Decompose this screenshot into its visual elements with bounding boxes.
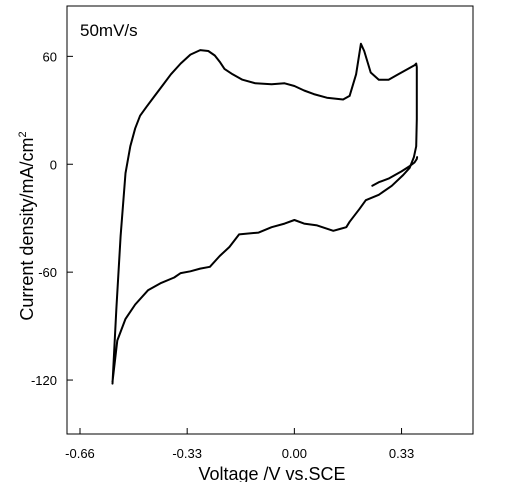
x-tick-label: -0.33	[172, 446, 202, 461]
x-tick-label: 0.00	[282, 446, 307, 461]
series-layer	[111, 42, 419, 385]
x-tick-label: 0.33	[389, 446, 414, 461]
x-tick-label: -0.66	[65, 446, 95, 461]
svg-text:Current density/mA/cm2: Current density/mA/cm2	[17, 131, 37, 320]
y-tick-label: 60	[43, 49, 57, 64]
y-axis-label-main: Current density/mA/cm	[17, 138, 37, 321]
annotation-scan-rate: 50mV/s	[80, 21, 138, 40]
y-axis-label-superscript: 2	[17, 131, 29, 137]
y-tick-label: 0	[50, 157, 57, 172]
x-axis-label: Voltage /V vs.SCE	[198, 464, 345, 482]
series-line-1	[111, 42, 418, 385]
y-tick-label: -60	[38, 265, 57, 280]
plot-frame	[66, 5, 474, 435]
ticks-layer: -0.66 -0.33 0.00 0.33 60 0 -60 -120	[31, 49, 414, 461]
y-tick-label: -120	[31, 373, 57, 388]
series-line-2	[371, 156, 419, 187]
y-axis-label: Current density/mA/cm2	[17, 131, 37, 320]
